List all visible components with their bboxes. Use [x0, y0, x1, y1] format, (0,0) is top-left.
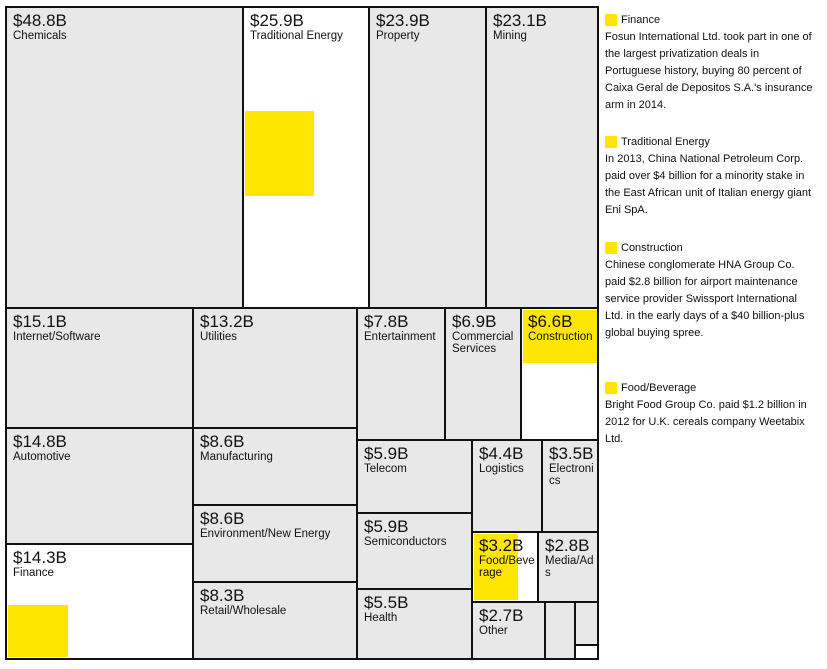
category-label: Food/Beverage [479, 555, 535, 579]
annotation: Construction Chinese conglomerate HNA Gro… [605, 240, 815, 342]
value-label: $15.1B [13, 312, 67, 331]
value-label: $4.4B [479, 444, 524, 463]
minor-tile [574, 601, 599, 646]
annotation-title: Food/Beverage [605, 380, 815, 397]
value-label: $6.9B [452, 312, 497, 331]
treemap-tile: $48.8B Chemicals [5, 6, 244, 309]
value-label: $5.5B [364, 593, 409, 612]
value-label: $13.2B [200, 312, 254, 331]
treemap-tile: $8.6B Manufacturing [192, 427, 358, 506]
value-label: $23.9B [376, 11, 430, 30]
highlight [245, 111, 314, 196]
value-label: $8.6B [200, 432, 245, 451]
value-label: $6.6B [528, 312, 573, 331]
value-label: $3.5B [549, 444, 594, 463]
category-label: Automotive [13, 451, 71, 463]
annotation: Traditional Energy In 2013, China Nationa… [605, 134, 815, 219]
treemap-tile: $14.3B Finance [5, 543, 194, 660]
value-label: $2.8B [545, 536, 590, 555]
value-label: $14.8B [13, 432, 67, 451]
legend-swatch [605, 14, 617, 26]
value-label: $25.9B [250, 11, 304, 30]
annotation-text: Fosun International Ltd. took part in on… [605, 31, 813, 111]
category-label: Environment/New Energy [200, 528, 331, 540]
treemap-tile: $14.8B Automotive [5, 427, 194, 545]
treemap-tile: $7.8B Entertainment [356, 307, 446, 441]
treemap-tile: $6.6B Construction [520, 307, 599, 441]
category-label: Retail/Wholesale [200, 605, 287, 617]
value-label: $8.6B [200, 509, 245, 528]
treemap-tile: $23.9B Property [368, 6, 487, 309]
treemap-tile: $15.1B Internet/Software [5, 307, 194, 429]
annotation-text: Chinese conglomerate HNA Group Co. paid … [605, 259, 805, 339]
value-label: $7.8B [364, 312, 409, 331]
value-label: $14.3B [13, 548, 67, 567]
value-label: $5.9B [364, 517, 409, 536]
minor-tile [544, 601, 576, 660]
annotation: Food/Beverage Bright Food Group Co. paid … [605, 380, 815, 448]
category-label: Mining [493, 30, 527, 42]
category-label: Media/Ads [545, 555, 594, 579]
annotation-text: Bright Food Group Co. paid $1.2 billion … [605, 399, 807, 445]
treemap-tile: $4.4B Logistics [471, 439, 543, 533]
treemap-tile: $2.8B Media/Ads [537, 531, 599, 603]
annotation-title: Construction [605, 240, 815, 257]
category-label: Semiconductors [364, 536, 447, 548]
treemap-tile: $8.6B Environment/New Energy [192, 504, 358, 583]
treemap-tile: $5.9B Semiconductors [356, 512, 473, 590]
treemap-tile: $5.9B Telecom [356, 439, 473, 514]
value-label: $48.8B [13, 11, 67, 30]
treemap-tile: $13.2B Utilities [192, 307, 358, 429]
category-label: Construction [528, 331, 593, 343]
category-label: Internet/Software [13, 331, 101, 343]
legend-swatch [605, 242, 617, 254]
category-label: Logistics [479, 463, 524, 475]
legend-swatch [605, 382, 617, 394]
treemap-tile: $8.3B Retail/Wholesale [192, 581, 358, 660]
category-label: Finance [13, 567, 54, 579]
annotation: Finance Fosun International Ltd. took par… [605, 12, 815, 114]
treemap-tile: $25.9B Traditional Energy [242, 6, 370, 309]
treemap-tile: $23.1B Mining [485, 6, 599, 309]
category-label: Utilities [200, 331, 238, 343]
category-label: Chemicals [13, 30, 67, 42]
treemap-tile: $5.5B Health [356, 588, 473, 660]
category-label: Traditional Energy [250, 30, 343, 42]
annotation-title: Finance [605, 12, 815, 29]
value-label: $5.9B [364, 444, 409, 463]
category-label: Property [376, 30, 420, 42]
value-label: $8.3B [200, 586, 245, 605]
category-label: Health [364, 612, 398, 624]
treemap-tile: $6.9B Commercial Services [444, 307, 522, 441]
category-label: Entertainment [364, 331, 436, 343]
value-label: $23.1B [493, 11, 547, 30]
category-label: Electronics [549, 463, 594, 487]
treemap-tile: $3.2B Food/Beverage [471, 531, 539, 603]
highlight [474, 534, 518, 600]
highlight [523, 310, 597, 363]
value-label: $3.2B [479, 536, 524, 555]
treemap-tile: $3.5B Electronics [541, 439, 599, 533]
annotation-text: In 2013, China National Petroleum Corp. … [605, 153, 812, 216]
annotation-title: Traditional Energy [605, 134, 815, 151]
highlight [8, 605, 68, 657]
category-label: Other [479, 625, 508, 637]
category-label: Telecom [364, 463, 407, 475]
value-label: $2.7B [479, 606, 524, 625]
category-label: Manufacturing [200, 451, 273, 463]
treemap-tile: $2.7B Other [471, 601, 546, 660]
category-label: Commercial Services [452, 331, 514, 355]
legend-swatch [605, 136, 617, 148]
